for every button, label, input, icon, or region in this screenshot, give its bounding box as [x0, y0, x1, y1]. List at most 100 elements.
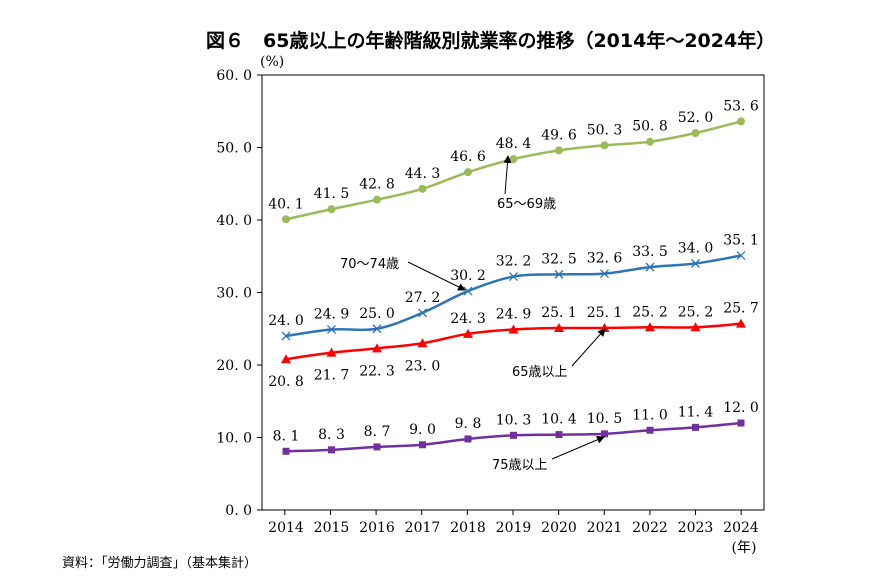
data-point — [509, 272, 518, 282]
data-label: 27. 2 — [405, 290, 441, 306]
data-point — [372, 324, 382, 334]
data-point — [373, 443, 381, 451]
data-label: 22. 3 — [359, 363, 395, 379]
data-label: 53. 6 — [723, 98, 759, 114]
x-tick-label: 2020 — [541, 520, 577, 536]
x-axis-unit: (年) — [732, 540, 757, 556]
series-annotation: 65～69歳 — [497, 197, 556, 212]
y-tick-label: 40. 0 — [216, 213, 252, 229]
data-point — [691, 259, 700, 268]
data-label: 40. 1 — [268, 196, 304, 212]
data-label: 35. 1 — [723, 233, 759, 249]
data-label: 32. 2 — [496, 254, 532, 270]
data-point — [418, 308, 427, 318]
data-point — [510, 431, 517, 439]
x-tick-label: 2014 — [268, 520, 304, 536]
data-point — [646, 137, 654, 146]
data-point — [327, 205, 336, 214]
annotation-arrow — [503, 155, 512, 195]
x-tick-label: 2018 — [450, 520, 486, 536]
x-tick-label: 2022 — [632, 520, 668, 536]
data-point — [601, 430, 608, 438]
data-label: 46. 6 — [450, 149, 486, 165]
y-tick-label: 10. 0 — [216, 431, 252, 447]
x-tick-label: 2023 — [678, 520, 714, 536]
data-label: 42. 8 — [359, 177, 395, 193]
data-label: 25. 2 — [678, 304, 714, 320]
data-point — [554, 269, 564, 279]
data-point — [464, 435, 472, 443]
data-point — [328, 446, 335, 454]
series-annotation: 65歳以上 — [512, 365, 568, 380]
x-tick-label: 2017 — [405, 520, 441, 536]
chart-title: 図６ 65歳以上の年齢階級別就業率の推移（2014年～2024年） — [206, 30, 776, 52]
data-point — [737, 419, 745, 427]
x-tick-label: 2015 — [314, 520, 350, 536]
data-label: 24. 9 — [314, 306, 350, 322]
data-label: 25. 1 — [541, 305, 577, 321]
data-label: 10. 3 — [496, 412, 532, 428]
y-tick-label: 50. 0 — [216, 141, 252, 157]
data-point — [646, 426, 654, 434]
annotation-arrow — [407, 261, 466, 291]
data-point — [282, 447, 290, 455]
data-point — [508, 324, 519, 334]
y-tick-label: 0. 0 — [225, 503, 252, 519]
data-point — [691, 129, 700, 137]
data-label: 50. 3 — [587, 122, 623, 138]
data-point — [464, 168, 472, 177]
data-label: 33. 5 — [632, 244, 668, 260]
data-label: 25. 7 — [723, 301, 759, 317]
series-annotation: 75歳以上 — [492, 458, 548, 473]
data-point — [463, 328, 473, 338]
data-point — [419, 441, 426, 449]
data-label: 30. 2 — [450, 268, 486, 284]
data-point — [736, 251, 746, 260]
data-label: 11. 0 — [632, 407, 668, 423]
data-label: 48. 4 — [496, 136, 532, 152]
x-tick-label: 2024 — [723, 520, 759, 536]
data-point — [417, 338, 428, 348]
data-label: 9. 0 — [409, 422, 436, 438]
data-point — [373, 195, 381, 204]
data-point — [372, 343, 382, 353]
data-label: 11. 4 — [678, 404, 714, 420]
series-annotation: 70～74歳 — [340, 257, 399, 272]
data-point — [690, 322, 701, 332]
data-point — [326, 347, 337, 357]
data-label: 24. 0 — [268, 313, 304, 329]
data-label: 50. 8 — [632, 119, 668, 135]
data-point — [736, 318, 746, 328]
data-label: 8. 1 — [273, 428, 300, 444]
data-point — [282, 215, 290, 224]
data-point — [692, 423, 699, 431]
source-note: 資料：「労働力調査」（基本集計） — [62, 556, 258, 571]
data-label: 21. 7 — [314, 368, 350, 384]
data-label: 10. 5 — [587, 411, 623, 427]
data-label: 8. 7 — [364, 424, 391, 440]
data-label: 25. 2 — [632, 304, 668, 320]
data-label: 24. 3 — [450, 311, 486, 327]
data-label: 12. 0 — [723, 400, 759, 416]
data-point — [281, 331, 291, 341]
data-point — [555, 146, 563, 155]
x-tick-label: 2021 — [587, 520, 623, 536]
data-point — [645, 262, 655, 272]
data-point — [509, 155, 518, 164]
x-tick-label: 2016 — [359, 520, 395, 536]
data-point — [327, 325, 336, 334]
data-label: 25. 0 — [359, 306, 395, 322]
data-point — [555, 431, 563, 439]
data-label: 44. 3 — [405, 166, 441, 182]
y-tick-label: 20. 0 — [216, 358, 252, 374]
data-label: 32. 6 — [587, 251, 623, 267]
data-label: 34. 0 — [678, 241, 714, 257]
annotation-arrow — [551, 436, 605, 460]
annotation-arrow — [571, 328, 606, 367]
data-point — [554, 323, 564, 333]
y-tick-label: 60. 0 — [216, 68, 252, 84]
data-label: 24. 9 — [496, 306, 532, 322]
x-tick-label: 2019 — [496, 520, 532, 536]
data-label: 52. 0 — [678, 110, 714, 126]
